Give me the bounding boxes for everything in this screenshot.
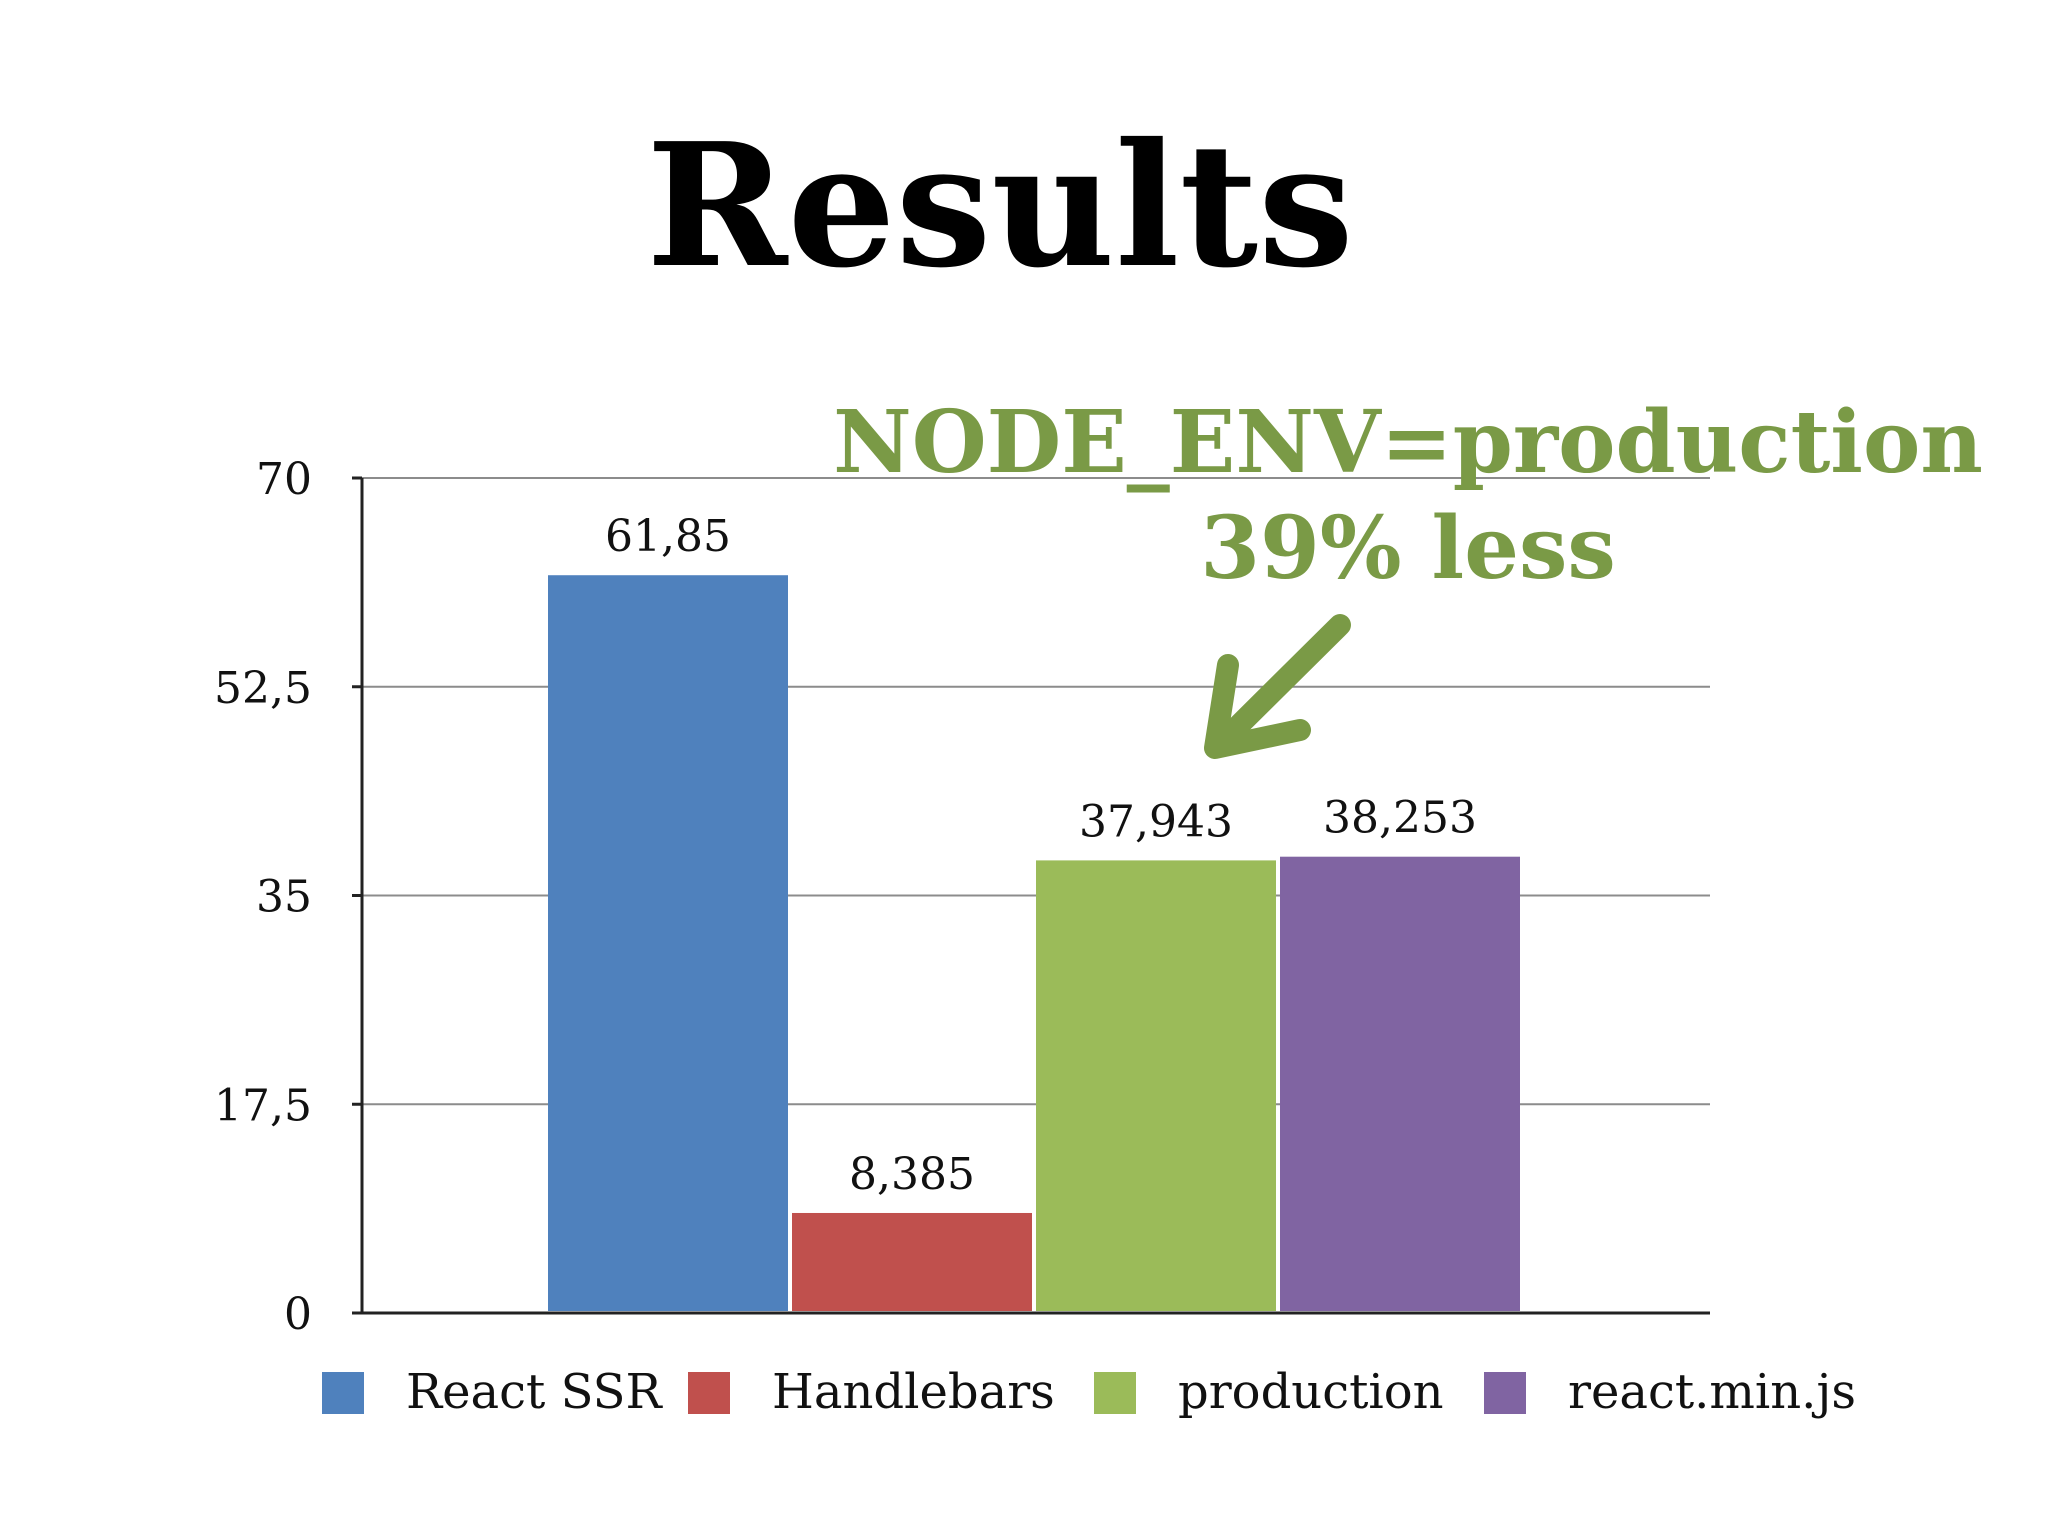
data-label: 37,943 bbox=[1079, 796, 1233, 847]
legend-label: Handlebars bbox=[772, 1364, 1055, 1420]
annotation-line-1: NODE_ENV=production bbox=[833, 392, 1983, 493]
legend-label: React SSR bbox=[406, 1364, 664, 1420]
bars bbox=[548, 575, 1520, 1311]
data-label: 61,85 bbox=[605, 511, 731, 562]
y-tick-label: 35 bbox=[256, 872, 312, 923]
legend: React SSR Handlebars production react.min.j… bbox=[322, 1364, 1856, 1420]
legend-label: production bbox=[1178, 1364, 1444, 1420]
annotation: NODE_ENV=production 39% less bbox=[833, 392, 1983, 759]
data-label: 8,385 bbox=[849, 1149, 975, 1200]
legend-label: react.min.js bbox=[1568, 1364, 1856, 1420]
legend-swatch bbox=[322, 1372, 364, 1414]
y-tick-label: 70 bbox=[256, 454, 312, 505]
bar bbox=[1280, 856, 1520, 1311]
bar bbox=[548, 575, 788, 1311]
arrow-icon bbox=[1204, 614, 1351, 759]
bar bbox=[1036, 860, 1276, 1311]
chart-title: Results bbox=[646, 106, 1354, 306]
y-tick-label: 17,5 bbox=[214, 1080, 312, 1131]
data-label: 38,253 bbox=[1323, 793, 1477, 844]
bar bbox=[792, 1212, 1032, 1311]
legend-swatch bbox=[1094, 1372, 1136, 1414]
data-labels: 61,85 8,385 37,943 38,253 bbox=[605, 511, 1477, 1200]
legend-swatch bbox=[688, 1372, 730, 1414]
y-tick-label: 52,5 bbox=[214, 663, 312, 714]
annotation-line-2: 39% less bbox=[1200, 498, 1616, 599]
legend-swatch bbox=[1484, 1372, 1526, 1414]
axes: 0 17,5 35 52,5 70 bbox=[214, 454, 1710, 1340]
y-tick-label: 0 bbox=[284, 1289, 312, 1340]
